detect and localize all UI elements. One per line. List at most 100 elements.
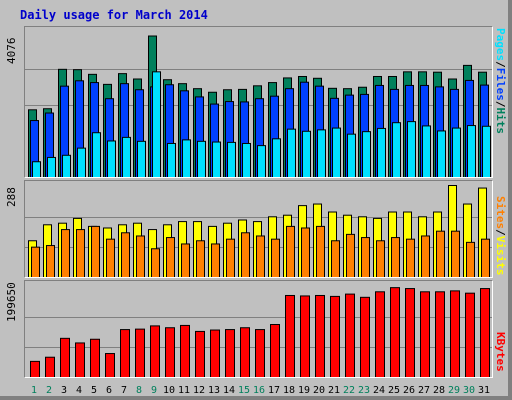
pages-bar [137, 140, 146, 178]
kbytes-ymax-label: 199650 [5, 282, 18, 322]
x-tick-label: 4 [76, 385, 82, 396]
x-tick-label: 30 [463, 385, 475, 396]
kbytes-bar [30, 360, 40, 378]
kbytes-bar [450, 290, 460, 379]
x-tick-label: 21 [328, 385, 340, 396]
pages-bar [407, 121, 416, 178]
x-tick-label: 15 [238, 385, 250, 396]
legend-sep-2: / [494, 100, 507, 108]
kbytes-bar [120, 329, 130, 378]
sites-bar [391, 237, 400, 278]
kbytes-bar [90, 338, 100, 378]
x-tick-label: 20 [313, 385, 325, 396]
pages-bar [437, 130, 446, 178]
x-tick-label: 2 [46, 385, 52, 396]
x-tick-label: 31 [478, 385, 490, 396]
sites-bar [106, 238, 115, 278]
x-tick-label: 18 [283, 385, 295, 396]
pages-bar [212, 141, 221, 178]
sites-bar [376, 240, 385, 278]
x-axis-labels: 1 2 3 4 5 6 7 8 9 10 11 12 13 14 15 16 17 18 19 20 21 22 23 24 2… [31, 385, 490, 396]
pages-bar [377, 127, 386, 179]
kbytes-bar [360, 296, 370, 378]
sites-bar [316, 225, 325, 278]
kbytes-bar [225, 329, 235, 378]
visits-legend: Sites/Visits [494, 196, 507, 276]
pages-bar [422, 125, 431, 178]
kbytes-bar [240, 327, 250, 378]
pages-bar [242, 142, 251, 178]
sites-bar [421, 235, 430, 278]
x-tick-label: 26 [403, 385, 415, 396]
pages-bar [287, 128, 296, 178]
sites-bar [406, 238, 415, 278]
x-tick-label: 25 [388, 385, 400, 396]
pages-bar [167, 142, 176, 178]
x-tick-label: 7 [121, 385, 127, 396]
legend-sep-3: / [494, 229, 507, 236]
pages-bar [347, 133, 356, 178]
pages-bar [182, 139, 191, 178]
kbytes-bar [165, 327, 175, 378]
kbytes-bar [105, 353, 115, 378]
kbytes-bar [210, 329, 220, 378]
x-tick-label: 29 [448, 385, 460, 396]
kbytes-bar [75, 342, 85, 378]
legend-kbytes: KBytes [494, 332, 507, 372]
legend-hits: Hits [494, 107, 507, 135]
pages-bar [47, 156, 56, 178]
pages-bar [317, 129, 326, 178]
visits-panel [24, 180, 493, 279]
legend-files: Files [494, 67, 507, 101]
sites-bar [451, 230, 460, 278]
pages-bar [332, 127, 341, 178]
x-tick-label: 5 [91, 385, 97, 396]
sites-bar [361, 237, 370, 278]
kbytes-bar [435, 291, 445, 378]
kbytes-bar [480, 288, 490, 379]
x-tick-label: 23 [358, 385, 370, 396]
x-tick-label: 9 [151, 385, 157, 396]
x-tick-label: 11 [178, 385, 190, 396]
kbytes-bar [255, 329, 265, 378]
pages-bar [197, 140, 206, 178]
kbytes-bar [405, 288, 415, 379]
sites-bar [466, 241, 475, 278]
x-tick-label: 28 [433, 385, 445, 396]
visits-chart [25, 185, 492, 279]
kbytes-bar [345, 293, 355, 378]
x-tick-label: 8 [136, 385, 142, 396]
x-tick-label: 22 [343, 385, 355, 396]
pages-bar [152, 71, 161, 178]
pages-bar [272, 138, 281, 179]
x-tick-label: 13 [208, 385, 220, 396]
kbytes-bar [420, 291, 430, 378]
kbytes-bar [315, 294, 325, 379]
kbytes-bar [150, 325, 160, 378]
kbytes-chart [25, 287, 492, 379]
hits-panel [24, 26, 493, 179]
kbytes-legend: KBytes [494, 332, 507, 372]
kbytes-bar [465, 292, 475, 379]
x-tick-label: 24 [373, 385, 385, 396]
x-tick-label: 12 [193, 385, 205, 396]
sites-bar [226, 238, 235, 278]
x-tick-label: 1 [31, 385, 37, 396]
kbytes-bar [195, 330, 205, 378]
sites-bar [196, 240, 205, 278]
kbytes-bar [180, 324, 190, 378]
pages-bar [392, 122, 401, 179]
x-tick-label: 16 [253, 385, 265, 396]
sites-bar [61, 229, 70, 278]
x-tick-label: 6 [106, 385, 112, 396]
sites-bar [256, 235, 265, 278]
kbytes-bar [270, 324, 280, 378]
sites-bar [136, 235, 145, 278]
hits-ymax-label: 4076 [5, 37, 18, 65]
sites-bar [211, 243, 220, 278]
pages-bar [467, 125, 476, 179]
legend-visits: Visits [494, 235, 507, 276]
visits-ymax-label: 288 [5, 187, 18, 207]
sites-bar [181, 243, 190, 278]
sites-bar [151, 248, 160, 278]
